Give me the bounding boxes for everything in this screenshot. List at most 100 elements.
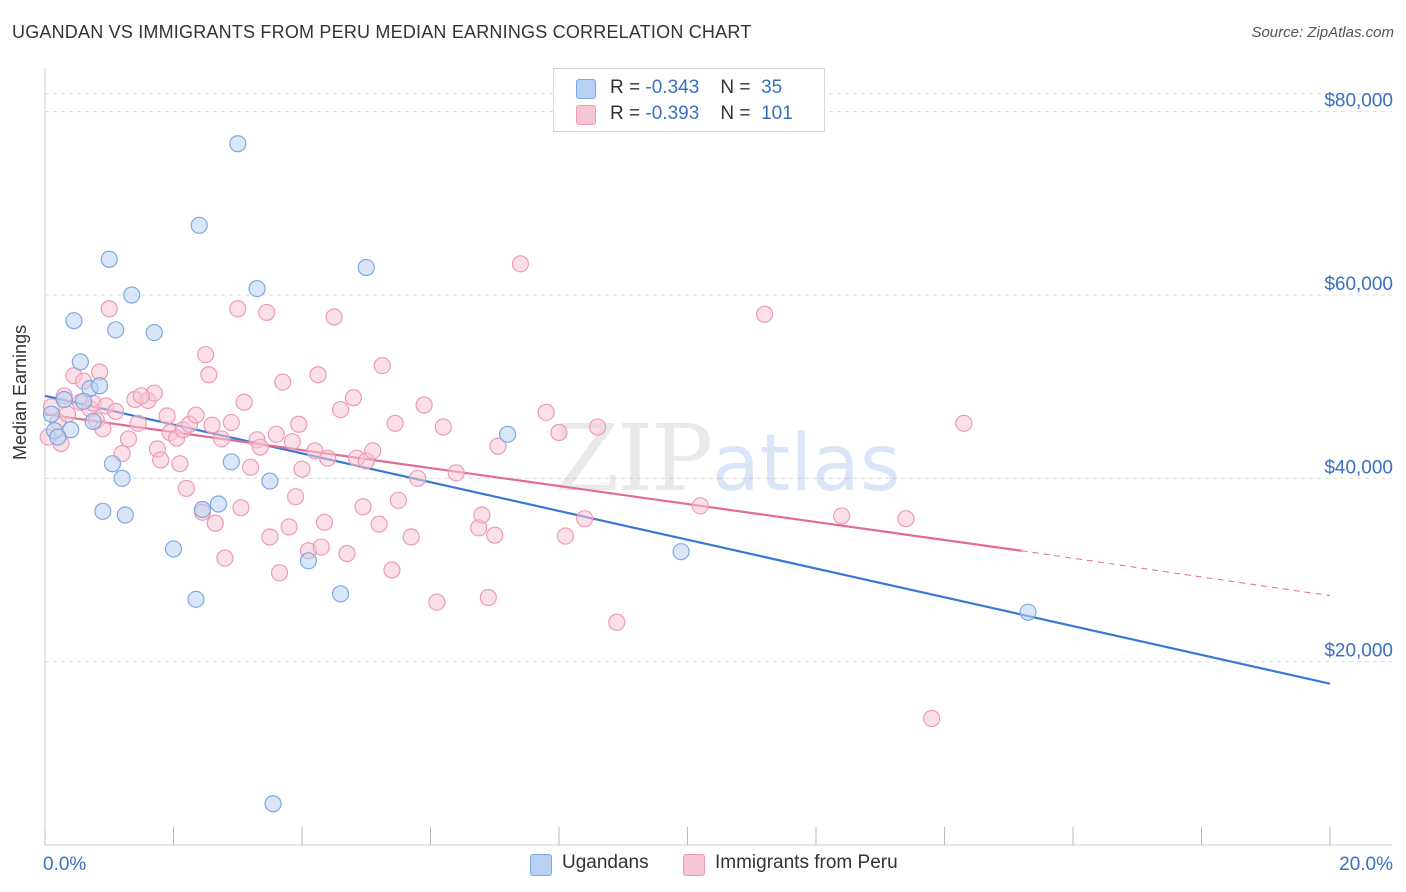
point-peru [479,588,497,607]
point-peru [338,544,356,563]
point-ugandans [65,312,83,330]
point-ugandans [164,540,183,558]
point-peru [270,564,289,582]
point-ugandans [209,495,228,513]
point-peru [331,400,350,419]
legend-swatch-peru [576,105,596,125]
trendline-peru [44,413,1022,552]
chart-title: UGANDAN VS IMMIGRANTS FROM PERU MEDIAN E… [12,22,752,42]
legend-n-label: N = [720,77,751,98]
axes [44,68,1392,846]
point-ugandans [145,323,163,342]
point-ugandans [116,506,134,524]
point-peru [171,455,189,473]
correlation-legend: R = -0.343 N = 35 R = -0.393 N = 101 [553,68,825,132]
point-ugandans [331,585,350,603]
point-peru [197,345,215,364]
point-ugandans [672,543,690,561]
point-peru [447,464,465,482]
point-ugandans [499,425,517,443]
point-peru [100,300,118,318]
point-peru [129,414,147,432]
point-peru [550,423,568,442]
point-ugandans [107,321,125,339]
bottom-legend-label-ugandans: Ugandans [562,852,649,873]
y-tick-label: $40,000 [1324,457,1393,478]
point-peru [537,403,555,421]
point-peru [312,538,330,556]
point-peru [897,510,915,528]
y-tick-label: $20,000 [1324,641,1393,662]
point-peru [556,527,575,545]
point-peru [691,497,709,515]
x-tick-label-min: 0.0% [43,854,86,875]
point-ugandans [42,405,61,423]
point-peru [473,506,491,524]
point-ugandans [49,428,67,446]
point-peru [309,366,327,384]
point-peru [290,415,308,433]
point-peru [489,437,507,455]
point-ugandans [357,258,375,277]
source-label: Source: ZipAtlas.com [1251,24,1394,41]
point-ugandans [248,279,266,298]
point-ugandans [55,390,73,409]
point-peru [251,438,269,456]
point-ugandans [261,472,279,490]
point-peru [325,308,343,326]
legend-r-label: R = [610,103,641,124]
point-peru [923,709,941,728]
point-peru [389,491,407,509]
data-points [39,135,1037,813]
point-peru [833,507,851,525]
point-peru [364,442,382,460]
point-ugandans [190,216,208,234]
point-peru [261,528,279,546]
point-peru [229,300,247,318]
point-peru [486,526,504,544]
point-peru [415,396,433,414]
point-peru [216,549,234,567]
point-peru [319,449,337,467]
point-peru [383,561,401,579]
point-peru [286,488,305,506]
tick-labels: $20,000 $40,000 $60,000 $80,000 0.0% 20.0% [43,91,1393,875]
point-peru [386,414,404,432]
x-tick-label-max: 20.0% [1339,854,1393,875]
bottom-legend-label-peru: Immigrants from Peru [715,852,898,873]
point-peru [267,425,285,443]
y-axis-label: Median Earnings [10,324,30,460]
point-ugandans [94,502,112,520]
point-peru [306,442,324,460]
point-peru [588,418,607,436]
point-ugandans [187,590,205,608]
legend-n-value: 35 [761,77,783,98]
point-peru [955,414,973,432]
legend-n-label: N = [720,103,751,124]
point-peru [187,406,205,424]
point-peru [119,430,138,448]
point-peru [370,515,388,533]
point-peru [222,413,240,432]
point-peru [258,303,276,322]
point-peru [200,366,218,384]
point-peru [232,499,250,517]
point-ugandans [193,500,212,519]
legend-text-ugandans: R = -0.343 N = 35 [610,77,782,99]
point-peru [434,418,452,436]
grid-lines [45,93,1392,663]
point-peru [132,387,150,405]
legend-r-value: -0.393 [645,103,700,124]
point-ugandans [91,377,109,395]
legend-r-value: -0.343 [645,77,700,98]
point-peru [344,389,362,407]
point-peru [283,433,301,451]
bottom-legend-swatch-ugandans [530,854,552,876]
point-peru [158,407,176,425]
point-ugandans [100,250,118,268]
point-peru [213,430,231,448]
point-peru [206,514,224,532]
point-ugandans [62,421,80,439]
point-peru [58,405,77,423]
